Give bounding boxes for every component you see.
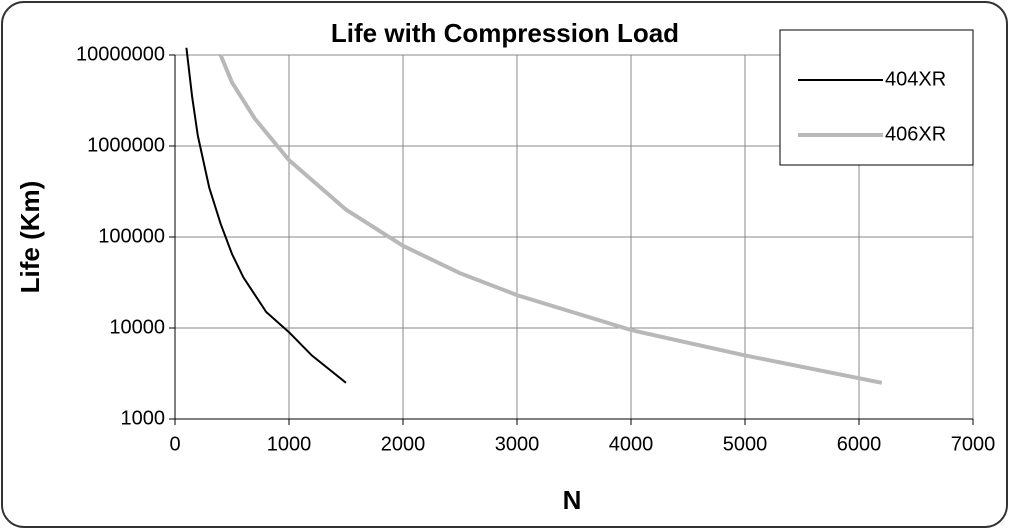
x-axis-label: N	[563, 485, 582, 515]
y-tick-label: 100000	[98, 225, 165, 247]
y-axis-label: Life (Km)	[15, 181, 45, 294]
legend: 404XR 406XR	[779, 29, 974, 166]
y-tick-label: 1000	[121, 407, 166, 429]
legend-label: 406XR	[885, 123, 946, 145]
grid	[169, 54, 974, 425]
x-tick-label: 7000	[951, 433, 996, 455]
x-tick-label: 1000	[267, 433, 312, 455]
y-tick-label: 10000	[109, 316, 165, 338]
x-tick-label: 0	[169, 433, 180, 455]
x-tick-label: 6000	[837, 433, 882, 455]
legend-label: 404XR	[885, 68, 946, 90]
series-line	[185, 47, 347, 384]
x-tick-label: 5000	[723, 433, 768, 455]
chart-title: Life with Compression Load	[331, 18, 679, 48]
lines	[185, 47, 883, 385]
x-tick-label: 4000	[609, 433, 654, 455]
x-tick-label: 3000	[495, 433, 540, 455]
series-line	[218, 54, 883, 385]
y-tick-label: 1000000	[87, 134, 165, 156]
x-tick-label: 2000	[381, 433, 426, 455]
legend-box	[779, 29, 974, 166]
y-tick-label: 10000000	[76, 43, 165, 65]
